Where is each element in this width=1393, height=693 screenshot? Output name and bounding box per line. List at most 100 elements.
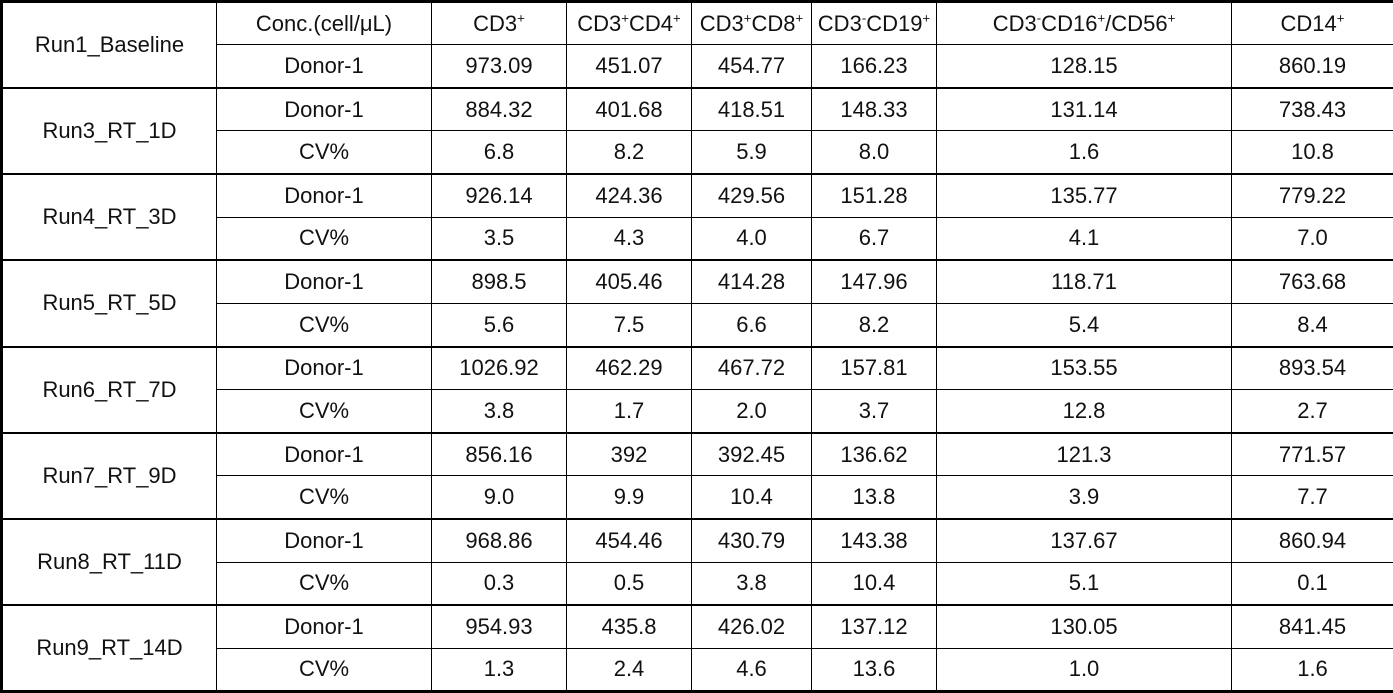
value-cell: 2.0: [691, 389, 812, 434]
row-label-cell: CV%: [216, 561, 432, 606]
run-label-cell: Run3_RT_1D: [1, 86, 217, 175]
table-row: CV% 3.5 4.3 4.0 6.7 4.1 7.0: [2, 216, 1393, 261]
value-cell: 860.19: [1231, 44, 1393, 89]
value-cell: 426.02: [691, 604, 812, 649]
value-cell: 884.32: [431, 86, 567, 132]
value-cell: 147.96: [811, 259, 937, 304]
value-cell: 10.4: [691, 475, 812, 520]
value-cell: 779.22: [1231, 172, 1393, 218]
table-row: CV% 9.0 9.9 10.4 13.8 3.9 7.7: [2, 475, 1393, 520]
value-cell: 4.0: [691, 216, 812, 261]
marker-sign-sup: +: [922, 10, 931, 26]
marker-sign-sup: +: [795, 10, 804, 26]
value-cell: 467.72: [691, 345, 812, 391]
value-cell: 5.6: [431, 302, 567, 348]
value-cell: 435.8: [566, 604, 692, 649]
table-row: Run8_RT_11D Donor-1 968.86 454.46 430.79 143.…: [1, 517, 1393, 606]
value-cell: 0.3: [431, 561, 567, 606]
row-label-cell: CV%: [216, 647, 432, 693]
value-cell: 1.6: [936, 130, 1232, 175]
value-cell: 1.6: [1231, 647, 1393, 693]
table-row: Run4_RT_3D Donor-1 926.14 424.36 429.56 151.2…: [1, 172, 1393, 261]
value-cell: 13.6: [811, 647, 937, 693]
run-label-cell: Run8_RT_11D: [1, 517, 217, 606]
marker-sign-sup: +: [1097, 10, 1106, 26]
table-row: Run5_RT_5D Donor-1 898.5 405.46 414.28 147.96…: [1, 259, 1393, 348]
table-row: Run9_RT_14D Donor-1 954.93 435.8 426.02 137.1…: [1, 604, 1393, 693]
marker-sign-sup: -: [861, 10, 867, 26]
row-label-cell: CV%: [216, 130, 432, 175]
value-cell: 738.43: [1231, 86, 1393, 132]
value-cell: 6.8: [431, 130, 567, 175]
value-cell: 429.56: [691, 172, 812, 218]
marker-header-cell: CD3+CD4+: [566, 0, 692, 46]
value-cell: 153.55: [936, 345, 1232, 391]
value-cell: 401.68: [566, 86, 692, 132]
value-cell: 4.1: [936, 216, 1232, 261]
value-cell: 763.68: [1231, 259, 1393, 304]
row-label-cell: Donor-1: [216, 86, 432, 132]
value-cell: 3.9: [936, 475, 1232, 520]
value-cell: 954.93: [431, 604, 567, 649]
marker-sign-sup: -: [1036, 10, 1042, 26]
value-cell: 148.33: [811, 86, 937, 132]
marker-sign-sup: +: [1336, 10, 1345, 26]
marker-header-cell: CD3-CD19+: [811, 0, 937, 46]
row-label-cell: Donor-1: [216, 345, 432, 391]
value-cell: 8.2: [566, 130, 692, 175]
table-row: Run7_RT_9D Donor-1 856.16 392 392.45 136.62 12…: [1, 431, 1393, 520]
value-cell: 1026.92: [431, 345, 567, 391]
value-cell: 4.6: [691, 647, 812, 693]
value-cell: 131.14: [936, 86, 1232, 132]
value-cell: 973.09: [431, 44, 567, 89]
value-cell: 771.57: [1231, 431, 1393, 477]
marker-header-cell: CD3-CD16+/CD56+: [936, 0, 1232, 46]
row-label-cell: CV%: [216, 216, 432, 261]
table-row: CV% 3.8 1.7 2.0 3.7 12.8 2.7: [2, 389, 1393, 434]
marker-header-cell: CD14+: [1231, 0, 1393, 46]
value-cell: 430.79: [691, 517, 812, 563]
value-cell: 5.1: [936, 561, 1232, 606]
table-row: CV% 0.3 0.5 3.8 10.4 5.1 0.1: [2, 561, 1393, 606]
value-cell: 418.51: [691, 86, 812, 132]
value-cell: 841.45: [1231, 604, 1393, 649]
table-row: CV% 6.8 8.2 5.9 8.0 1.6 10.8: [2, 130, 1393, 175]
value-cell: 157.81: [811, 345, 937, 391]
value-cell: 451.07: [566, 44, 692, 89]
value-cell: 5.9: [691, 130, 812, 175]
value-cell: 130.05: [936, 604, 1232, 649]
value-cell: 118.71: [936, 259, 1232, 304]
value-cell: 137.67: [936, 517, 1232, 563]
row-label-cell: Donor-1: [216, 431, 432, 477]
value-cell: 968.86: [431, 517, 567, 563]
value-cell: 12.8: [936, 389, 1232, 434]
value-cell: 121.3: [936, 431, 1232, 477]
value-cell: 414.28: [691, 259, 812, 304]
marker-sign-sup: +: [1167, 10, 1176, 26]
row-label-cell: Donor-1: [216, 44, 432, 89]
row-label-cell: CV%: [216, 302, 432, 348]
value-cell: 128.15: [936, 44, 1232, 89]
value-cell: 5.4: [936, 302, 1232, 348]
value-cell: 7.0: [1231, 216, 1393, 261]
row-label-cell: CV%: [216, 389, 432, 434]
run-label-cell: Run5_RT_5D: [1, 259, 217, 348]
value-cell: 405.46: [566, 259, 692, 304]
marker-sign-sup: +: [621, 10, 629, 26]
table-row: Run6_RT_7D Donor-1 1026.92 462.29 467.72 157.…: [1, 345, 1393, 434]
value-cell: 135.77: [936, 172, 1232, 218]
value-cell: 454.77: [691, 44, 812, 89]
value-cell: 1.3: [431, 647, 567, 693]
value-cell: 3.8: [431, 389, 567, 434]
marker-header-cell: CD3+CD8+: [691, 0, 812, 46]
table-row: CV% 1.3 2.4 4.6 13.6 1.0 1.6: [2, 647, 1393, 693]
value-cell: 7.7: [1231, 475, 1393, 520]
run-label-cell: Run1_Baseline: [1, 0, 217, 89]
value-cell: 13.8: [811, 475, 937, 520]
marker-sign-sup: +: [517, 10, 525, 26]
run-label-cell: Run4_RT_3D: [1, 172, 217, 261]
table-row: Run1_Baseline Conc.(cell/μL) CD3+ CD3+CD4+ C…: [1, 0, 1393, 89]
value-cell: 392.45: [691, 431, 812, 477]
